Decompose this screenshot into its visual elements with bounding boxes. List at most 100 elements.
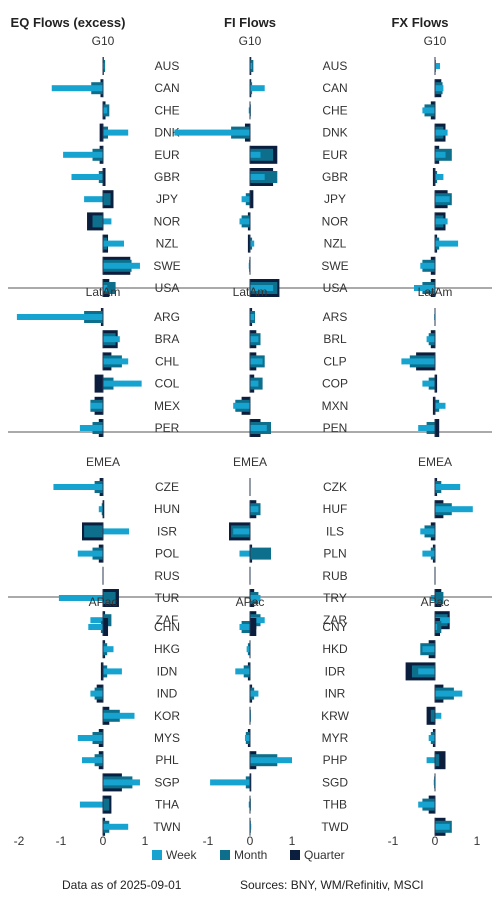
category-label-NZL-1: NZL [324,237,347,251]
bar-week-DNK-0 [103,129,129,136]
category-label-ZAF-0: ZAF [156,613,179,627]
category-label-PER-0: PER [155,421,180,435]
bar-week-DNK-1 [174,129,250,136]
bar-month-TRY-2 [435,592,444,604]
group-label-0-1: LatAm [86,285,121,299]
bar-week-IDR-1 [235,668,250,675]
group-label-0-3: APac [89,595,118,609]
x-tick-1--1: -1 [203,834,214,848]
bar-week-TUR-0 [58,595,103,601]
bar-week-PEN-2 [418,425,435,431]
bar-quarter-PHP-2 [435,751,446,770]
bar-month-JPY-0 [103,193,111,206]
x-tick-1-1: 1 [289,834,296,848]
category-label-NOR-1: NOR [322,214,349,228]
x-tick-2-0: 0 [432,834,439,848]
group-label-2-3: APac [421,595,450,609]
category-label-RUB-1: RUB [322,569,347,583]
sources-note: Sources: BNY, WM/Refinitiv, MSCI [240,878,424,892]
category-label-DNK-1: DNK [322,126,347,140]
bar-week-GBP-2 [435,174,444,180]
category-label-PLN-1: PLN [323,547,346,561]
bar-week-AUS-0 [103,63,105,69]
bar-quarter-PEN-2 [435,419,440,437]
bar-quarter-MXN-2 [432,396,435,415]
bar-week-CHF-2 [422,107,435,114]
bar-week-CLP-2 [401,358,435,365]
bar-week-POL-0 [77,550,103,557]
legend-label-2: Quarter [304,848,345,862]
category-label-MYR-1: MYR [322,731,349,745]
bar-week-CZK-2 [435,484,461,490]
bar-week-MXN-2 [435,402,446,409]
bar-week-USA-1 [250,285,274,291]
bar-week-IDN-0 [103,668,122,675]
category-label-PHP-1: PHP [323,753,348,767]
category-label-JPY-0: JPY [156,192,178,206]
bar-week-JPY-1 [241,196,250,203]
bar-week-PER-0 [79,425,103,431]
bar-week-BRA-0 [103,336,120,343]
bar-week-EUR-2 [435,151,446,158]
group-label-2-1: LatAm [418,285,453,299]
bar-week-CNY-2 [435,624,438,630]
bar-quarter-NZL-1 [247,234,250,253]
bar-quarter-HUN-0 [103,500,105,519]
bar-week-HUF-2 [435,506,473,513]
bar-week-PEN-1 [250,425,267,431]
category-label-KRW-1: KRW [321,709,349,723]
category-label-PHL-0: PHL [155,753,179,767]
group-label-1-2: EMEA [233,455,267,469]
bar-week-SWE-0 [103,262,140,269]
category-label-THA-0: THA [155,798,179,812]
x-tick-2--1: -1 [388,834,399,848]
bar-week-AUS-1 [250,63,253,69]
bar-week-NZL-0 [103,240,124,247]
category-label-EUR-1: EUR [322,148,348,162]
bar-week-CZE-0 [53,484,103,490]
category-label-USA-1: USA [323,281,348,295]
category-label-MYS-0: MYS [154,731,180,745]
bar-week-NOR-1 [239,218,250,225]
bar-week-EUR-1 [250,151,261,158]
bar-week-THA-0 [79,801,103,808]
category-label-BRA-0: BRA [155,332,180,346]
x-tick-1-0: 0 [247,834,254,848]
bar-week-HKG-0 [103,646,114,653]
bar-week-MXN-1 [233,402,250,409]
category-label-KOR-0: KOR [154,709,180,723]
bar-week-ARS-1 [250,314,255,320]
category-label-CHN-0: CHN [154,620,180,634]
bar-week-SWE-1 [248,262,250,269]
bar-week-MYS-0 [77,735,103,741]
bar-week-SGD-1 [210,779,250,786]
category-label-ARS-1: ARS [323,310,348,324]
bar-quarter-JPY-1 [250,190,254,209]
bar-week-KOR-0 [103,712,135,719]
bar-week-CHE-0 [103,107,108,114]
category-label-SWE-1: SWE [321,259,348,273]
legend-label-1: Month [234,848,267,862]
bar-week-NZL-1 [250,240,255,247]
category-label-ARG-0: ARG [154,310,180,324]
category-label-AUS-1: AUS [323,59,348,73]
bar-week-ISR-0 [103,528,130,535]
category-label-TUR-0: TUR [155,591,180,605]
category-label-BRL-1: BRL [323,332,347,346]
bar-week-INR-2 [435,690,463,697]
bar-quarter-COP-2 [435,374,438,393]
group-label-2-2: EMEA [418,455,452,469]
category-label-CZK-1: CZK [323,480,347,494]
category-label-CLP-1: CLP [323,354,346,368]
bar-week-INR-1 [250,690,259,697]
bar-quarter-SGD-1 [250,773,252,792]
bar-week-COP-1 [250,380,259,387]
footer: Data as of 2025-09-01 Sources: BNY, WM/R… [0,870,500,900]
category-label-NZL-0: NZL [156,237,179,251]
category-label-CHE-1: CHE [322,103,347,117]
bar-week-THB-2 [418,801,435,808]
category-label-SGD-1: SGD [322,775,348,789]
bar-week-JPY-0 [84,196,103,203]
panel-title-2: FX Flows [391,15,448,30]
category-label-TRY-1: TRY [323,591,347,605]
